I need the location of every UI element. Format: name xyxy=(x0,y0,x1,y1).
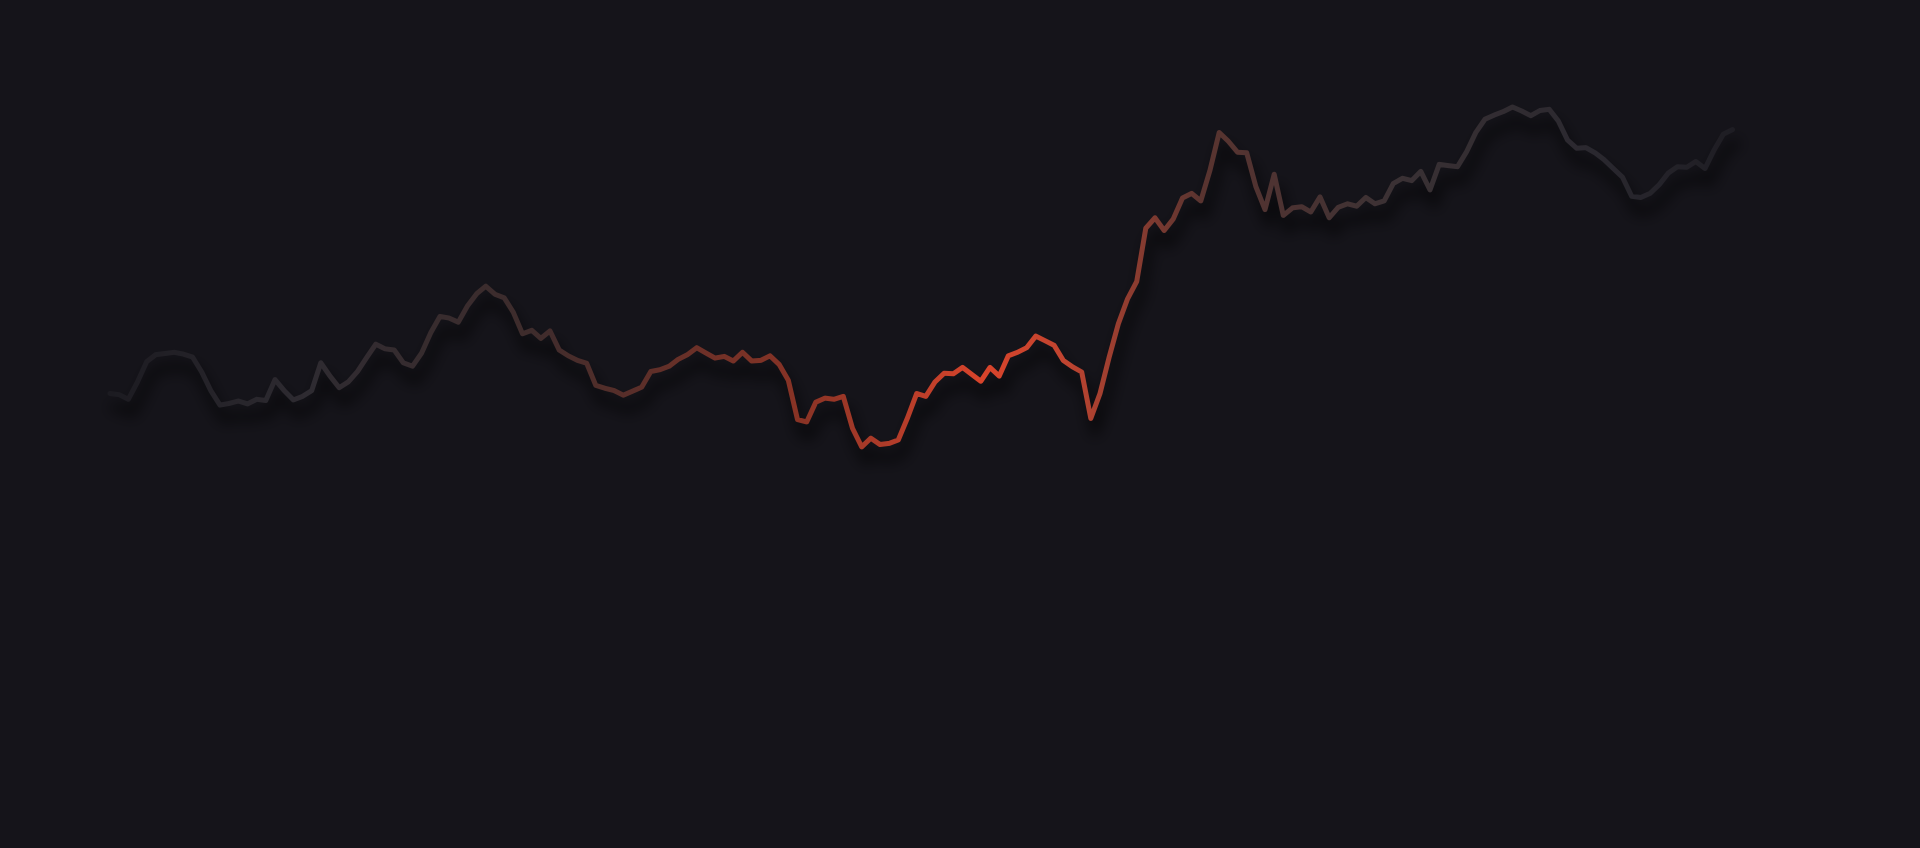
series-group xyxy=(107,104,1741,466)
series-line-0 xyxy=(107,104,1735,450)
series-shadow xyxy=(109,116,1741,466)
